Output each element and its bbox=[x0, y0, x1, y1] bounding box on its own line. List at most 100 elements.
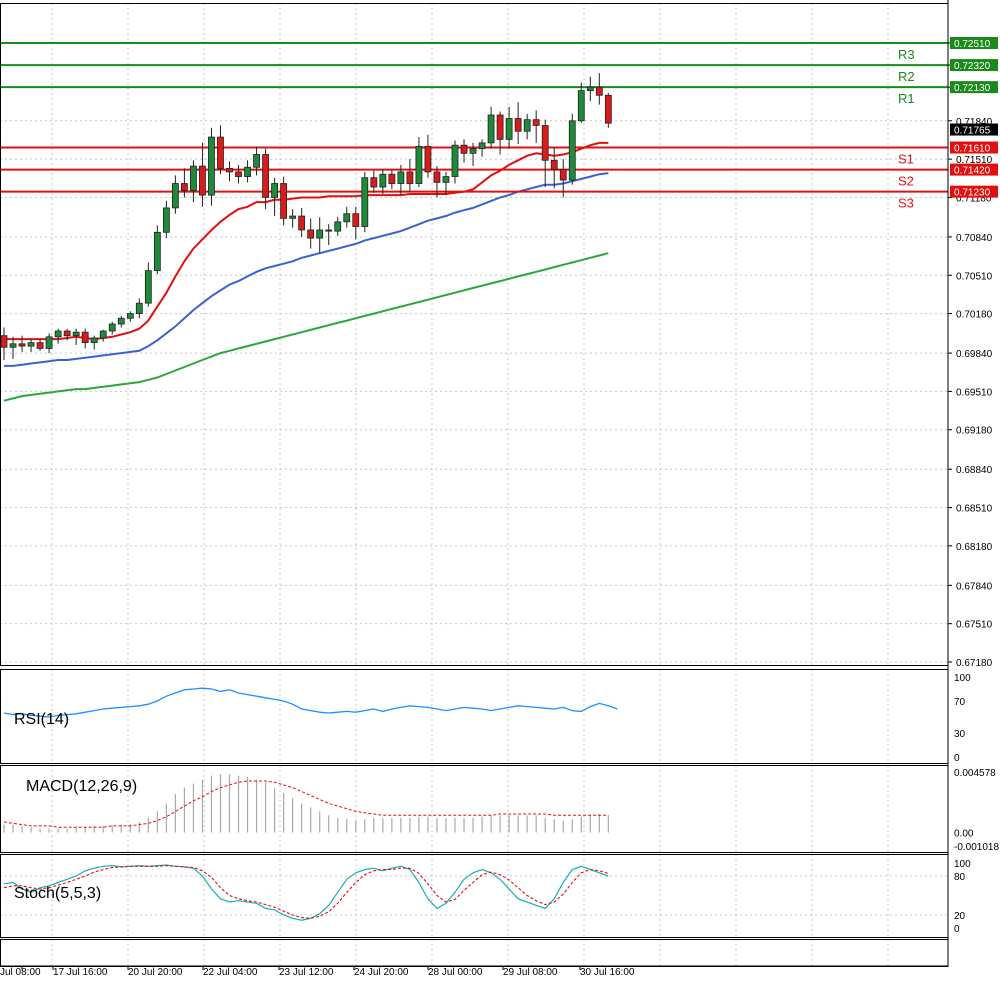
candle-body bbox=[298, 215, 306, 231]
candle-body bbox=[361, 177, 369, 227]
candle-body bbox=[18, 343, 26, 347]
main-plot-area bbox=[0, 42, 948, 402]
candle-body bbox=[117, 317, 125, 325]
candle-body bbox=[352, 213, 360, 227]
candle-body bbox=[171, 183, 179, 209]
time-tick-label: 30 Jul 16:00 bbox=[580, 967, 635, 978]
candle-body bbox=[226, 168, 233, 173]
time-tick-label: 20 Jul 20:00 bbox=[128, 967, 183, 978]
macd-signal-line bbox=[3, 780, 609, 828]
rsi-panel bbox=[3, 687, 618, 718]
indicator-axes: 100 70 30 0 0.004578 0.00 -0.001018 100 80 20 0 bbox=[954, 673, 999, 935]
time-tick-label: 22 Jul 04:00 bbox=[203, 967, 258, 978]
candle-body bbox=[604, 94, 612, 124]
pivot-level-name: R2 bbox=[898, 69, 915, 84]
candle-body bbox=[523, 119, 531, 132]
chart-frame bbox=[0, 0, 949, 967]
pivot-level-names: R3 R2 R1 S1 S2 S3 bbox=[898, 47, 915, 211]
candle-body bbox=[253, 154, 260, 168]
candle-body bbox=[595, 86, 603, 96]
price-tick-label: 0.71840 bbox=[956, 117, 993, 128]
candle-body bbox=[63, 330, 71, 337]
pivot-level-value: 0.72320 bbox=[954, 61, 991, 72]
macd-title: MACD(12,26,9) bbox=[26, 778, 137, 795]
pivot-level-tag bbox=[950, 141, 998, 154]
candle-body bbox=[217, 136, 224, 169]
candle-body bbox=[514, 118, 522, 132]
candle-body bbox=[469, 148, 477, 154]
price-tick-label: 0.69180 bbox=[956, 426, 993, 437]
macd-panel bbox=[3, 774, 609, 833]
current-price-value: 0.71765 bbox=[954, 126, 991, 137]
price-tick-label: 0.69840 bbox=[956, 349, 993, 360]
pivot-level-tag bbox=[950, 59, 998, 72]
candle-body bbox=[424, 145, 432, 173]
panel-bg bbox=[0, 3, 948, 665]
candle-body bbox=[36, 342, 44, 349]
rsi-tick-label: 0 bbox=[954, 753, 960, 764]
candle-body bbox=[271, 183, 279, 198]
pivot-level-name: S1 bbox=[898, 152, 914, 167]
pivot-level-value: 0.72130 bbox=[954, 83, 991, 94]
candle-body bbox=[27, 342, 35, 347]
price-tick-label: 0.67180 bbox=[956, 658, 993, 669]
pivot-level-tag bbox=[950, 185, 998, 198]
rsi-line bbox=[3, 687, 618, 718]
candle-body bbox=[568, 120, 576, 181]
pivot-levels bbox=[0, 42, 948, 193]
macd-tick-label: 0.004578 bbox=[954, 768, 996, 779]
time-tick-label: 29 Jul 08:00 bbox=[503, 967, 558, 978]
candle-body bbox=[325, 229, 333, 232]
candle-body bbox=[334, 221, 342, 232]
candle-body bbox=[550, 159, 558, 170]
candle-body bbox=[162, 207, 170, 233]
candle-body bbox=[586, 86, 594, 92]
candle-body bbox=[487, 114, 495, 144]
candle-body bbox=[180, 183, 188, 191]
candle-body bbox=[388, 173, 396, 184]
pivot-level-value: 0.72510 bbox=[954, 39, 991, 50]
candle-body bbox=[307, 229, 315, 239]
price-tick-label: 0.69510 bbox=[956, 387, 993, 398]
pivot-level-tag bbox=[950, 163, 998, 176]
candle-body bbox=[406, 171, 414, 184]
price-tick-label: 0.71180 bbox=[956, 193, 992, 204]
pivot-level-name: R1 bbox=[898, 91, 915, 106]
candle-body bbox=[81, 331, 89, 344]
candle-body bbox=[208, 136, 215, 196]
candle-body bbox=[54, 330, 62, 338]
pivot-level-name: S2 bbox=[898, 174, 914, 189]
time-axis: Jul 08:00 17 Jul 16:00 20 Jul 20:00 22 Jul … bbox=[0, 966, 635, 978]
candle-body bbox=[126, 313, 134, 319]
price-tick-label: 0.70510 bbox=[956, 271, 993, 282]
candle-body bbox=[0, 335, 8, 348]
stoch-tick-label: 20 bbox=[954, 911, 966, 922]
candle-body bbox=[460, 144, 468, 154]
macd-tick-label: -0.001018 bbox=[954, 842, 999, 853]
current-price-tag bbox=[950, 123, 998, 136]
candle-body bbox=[72, 331, 80, 337]
candle-body bbox=[9, 343, 17, 348]
stoch-tick-label: 0 bbox=[954, 924, 960, 935]
pivot-level-tag bbox=[950, 37, 998, 49]
candle-body bbox=[397, 171, 405, 184]
candle-body bbox=[505, 118, 513, 140]
candle-body bbox=[478, 142, 486, 150]
candle-body bbox=[45, 336, 53, 349]
stoch-tick-label: 80 bbox=[954, 872, 966, 883]
candle-body bbox=[280, 183, 288, 219]
candle-body bbox=[343, 213, 351, 223]
price-tick-label: 0.68840 bbox=[956, 465, 993, 476]
price-tick-label: 0.70180 bbox=[956, 310, 993, 321]
candle-body bbox=[559, 169, 567, 181]
candle-body bbox=[153, 231, 161, 272]
panel-bg bbox=[0, 939, 948, 966]
pivot-level-tag bbox=[950, 81, 998, 94]
candle-body bbox=[433, 171, 441, 183]
stoch-title: Stoch(5,5,3) bbox=[14, 885, 101, 902]
pivot-level-name: R3 bbox=[898, 47, 915, 62]
candle-body bbox=[244, 166, 251, 177]
candle-body bbox=[316, 229, 324, 239]
pivot-level-value: 0.71230 bbox=[954, 188, 991, 199]
